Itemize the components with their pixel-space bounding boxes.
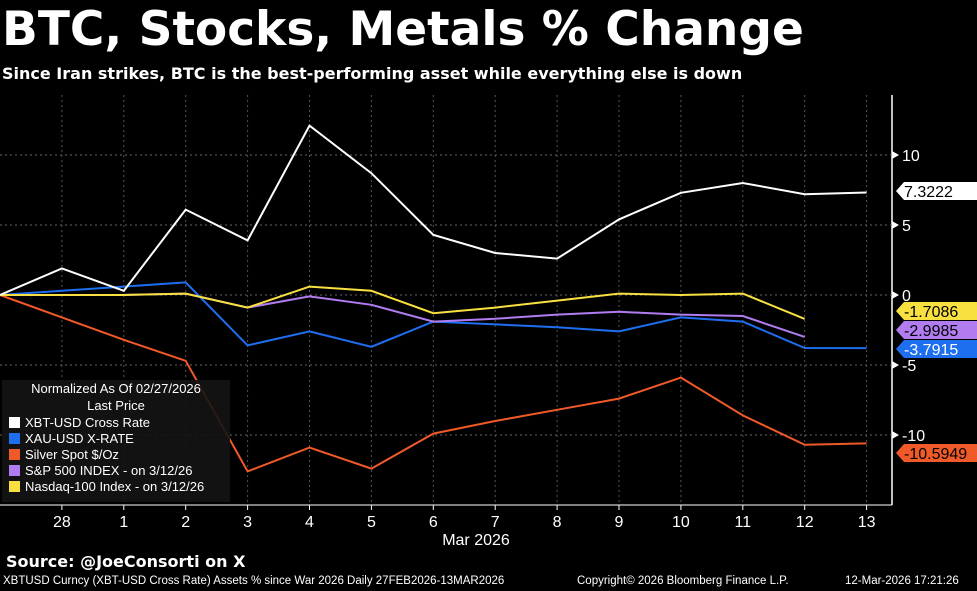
series-line-3 (0, 292, 806, 338)
last-value-tag (896, 302, 977, 320)
series-line-2 (0, 294, 867, 473)
x-axis-label: Mar 2026 (442, 532, 510, 549)
last-value-label: -10.5949 (896, 444, 977, 463)
legend-header: Normalized As Of 02/27/2026 (31, 381, 201, 396)
source-credit: Source: @JoeConsorti on X (6, 552, 246, 571)
legend-item: XAU-USD X-RATE (2, 430, 230, 446)
legend-swatch (9, 432, 20, 444)
last-value-tag (896, 340, 977, 358)
legend-label: XAU-USD X-RATE (25, 430, 134, 446)
chart-subtitle: Since Iran strikes, BTC is the best-perf… (2, 64, 743, 83)
legend-subheader: Last Price (87, 398, 145, 413)
legend-swatch (9, 464, 20, 476)
last-value-text: -1.7086 (904, 304, 958, 321)
last-value-tag (896, 182, 977, 200)
x-tick-label: 3 (243, 514, 252, 531)
x-tick-label: 5 (367, 514, 376, 531)
tick-mark (892, 431, 899, 439)
tick-mark (892, 361, 899, 369)
x-tick-label: 11 (734, 514, 751, 531)
series-line-0 (0, 124, 867, 296)
x-tick-label: 4 (305, 514, 314, 531)
last-value-label: -3.7915 (896, 340, 977, 359)
legend-swatch (9, 416, 20, 428)
footer-ticker: XBTUSD Curncy (XBT-USD Cross Rate) Asset… (3, 575, 505, 587)
legend-label: S&P 500 INDEX - on 3/12/26 (25, 462, 193, 478)
x-tick-label: 8 (553, 514, 562, 531)
legend-swatch (9, 480, 20, 492)
last-value-text: -10.5949 (904, 446, 967, 463)
last-value-text: 7.3222 (904, 184, 953, 201)
x-tick-label: 9 (615, 514, 624, 531)
legend-item: Nasdaq-100 Index - on 3/12/26 (2, 478, 230, 494)
last-value-text: -2.9985 (904, 323, 958, 340)
legend-item: XBT-USD Cross Rate (2, 414, 230, 430)
y-tick-label: -5 (902, 358, 916, 375)
y-tick-label: -10 (902, 428, 925, 445)
x-tick-label: 12 (796, 514, 814, 531)
x-tick-label: 7 (491, 514, 500, 531)
last-value-label: -1.7086 (896, 302, 977, 321)
chart-title: BTC, Stocks, Metals % Change (2, 2, 804, 57)
tick-mark (892, 221, 899, 229)
y-tick-label: 0 (902, 288, 911, 305)
tick-mark (892, 151, 899, 159)
footer-timestamp: 12-Mar-2026 17:21:26 (845, 575, 959, 587)
last-value-label: 7.3222 (896, 182, 977, 201)
y-tick-label: 5 (902, 218, 911, 235)
legend-swatch (9, 448, 20, 460)
series-line-4 (0, 285, 806, 320)
legend-item: Silver Spot $/Oz (2, 446, 230, 462)
x-tick-label: 28 (53, 514, 71, 531)
x-tick-label: 10 (672, 514, 690, 531)
legend: Normalized As Of 02/27/2026 Last Price X… (2, 380, 230, 502)
last-value-label: -2.9985 (896, 321, 977, 340)
legend-label: Nasdaq-100 Index - on 3/12/26 (25, 478, 205, 494)
x-tick-label: 13 (858, 514, 876, 531)
last-value-tag (896, 321, 977, 339)
x-tick-label: 6 (429, 514, 438, 531)
last-value-text: -3.7915 (904, 342, 958, 359)
x-tick-label: 1 (119, 514, 128, 531)
x-tick-label: 2 (181, 514, 190, 531)
legend-label: Silver Spot $/Oz (25, 446, 119, 462)
tick-mark (892, 291, 899, 299)
footer-copyright: Copyright© 2026 Bloomberg Finance L.P. (577, 575, 789, 587)
legend-label: XBT-USD Cross Rate (25, 414, 150, 430)
legend-item: S&P 500 INDEX - on 3/12/26 (2, 462, 230, 478)
y-tick-label: 10 (902, 148, 920, 165)
last-value-tag (896, 444, 977, 462)
